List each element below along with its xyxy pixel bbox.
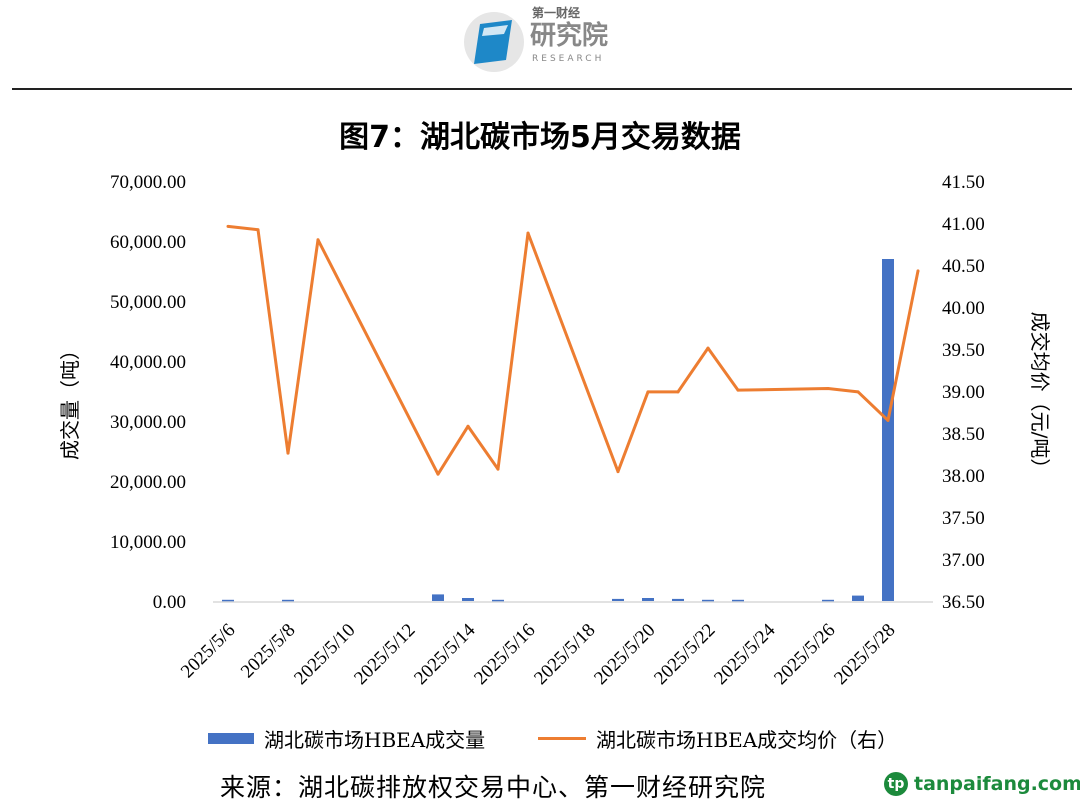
- price-point-2025/5/6: [226, 224, 230, 228]
- price-point-2025/5/9: [316, 238, 320, 242]
- legend-item-volume: 湖北碳市场HBEA成交量: [208, 724, 485, 753]
- y-tick-label: 20,000.00: [110, 472, 186, 493]
- bar-2025/5/20: [642, 598, 654, 601]
- price-point-2025/5/13: [436, 472, 440, 476]
- price-point-2025/5/28: [886, 418, 890, 422]
- source-note: 来源：湖北碳排放权交易中心、第一财经研究院: [220, 773, 767, 802]
- legend-bar-swatch: [208, 733, 254, 744]
- y-tick-label: 30,000.00: [110, 412, 186, 433]
- x-tick-label: 2025/5/6: [177, 620, 240, 683]
- logo: 第一财经 研究院 RESEARCH: [460, 6, 630, 78]
- x-tick-label: 2025/5/28: [830, 620, 899, 689]
- bar-2025/5/19: [612, 598, 624, 601]
- y-tick-label: 70,000.00: [110, 172, 186, 193]
- bar-2025/5/26: [822, 599, 834, 602]
- bar-2025/5/13: [432, 594, 444, 601]
- y-right-tick-label: 39.50: [942, 340, 985, 361]
- bar-2025/5/14: [462, 598, 474, 601]
- x-tick-label: 2025/5/26: [770, 620, 839, 689]
- header-rule: [12, 88, 1072, 90]
- y-right-tick-label: 37.50: [942, 508, 985, 529]
- y-tick-label: 50,000.00: [110, 292, 186, 313]
- x-tick-label: 2025/5/16: [470, 620, 539, 689]
- bar-2025/5/8: [282, 599, 294, 602]
- x-tick-label: 2025/5/22: [650, 620, 719, 689]
- watermark-text: tanpaifang.com: [914, 773, 1080, 795]
- y-right-tick-label: 40.00: [942, 298, 985, 319]
- logo-top-text: 第一财经: [532, 6, 581, 20]
- y-tick-label: 10,000.00: [110, 532, 186, 553]
- y-right-tick-label: 41.00: [942, 214, 985, 235]
- logo-main-text: 研究院: [530, 21, 609, 51]
- y-tick-label: 0.00: [153, 592, 186, 613]
- price-point-2025/5/20: [646, 390, 650, 394]
- y-tick-label: 60,000.00: [110, 232, 186, 253]
- price-point-2025/5/26: [826, 386, 830, 390]
- y-right-tick-label: 41.50: [942, 172, 985, 193]
- bar-2025/5/22: [702, 599, 714, 602]
- price-point-2025/5/14: [466, 424, 470, 428]
- y-axis-title: 成交量（吨）: [58, 340, 82, 460]
- bar-2025/5/6: [222, 599, 234, 602]
- y-right-tick-label: 39.00: [942, 382, 985, 403]
- y-right-tick-label: 38.00: [942, 466, 985, 487]
- price-point-2025/5/22: [706, 346, 710, 350]
- legend-label-price: 湖北碳市场HBEA成交均价（右）: [596, 728, 898, 752]
- price-point-2025/5/23: [736, 388, 740, 392]
- price-line: [227, 224, 920, 476]
- logo-sub-text: RESEARCH: [532, 54, 605, 64]
- legend-item-price: 湖北碳市场HBEA成交均价（右）: [538, 724, 897, 753]
- bar-2025/5/28: [882, 259, 894, 601]
- bar-2025/5/15: [492, 599, 504, 602]
- price-point-2025/5/15: [496, 467, 500, 471]
- watermark-icon: tp: [884, 772, 908, 796]
- y-right-tick-label: 36.50: [942, 592, 985, 613]
- bar-2025/5/21: [672, 598, 684, 601]
- x-tick-label: 2025/5/18: [530, 620, 599, 689]
- price-point-2025/5/8: [286, 451, 290, 455]
- price-point-2025/5/19: [616, 470, 620, 474]
- bar-2025/5/23: [732, 599, 744, 602]
- x-tick-label: 2025/5/10: [290, 620, 359, 689]
- price-point-2025/5/21: [676, 390, 680, 394]
- y-tick-label: 40,000.00: [110, 352, 186, 373]
- bar-2025/5/27: [852, 595, 864, 601]
- legend-label-volume: 湖北碳市场HBEA成交量: [264, 728, 486, 752]
- x-tick-label: 2025/5/14: [410, 619, 480, 689]
- chart-title: 图7：湖北碳市场5月交易数据: [339, 120, 741, 155]
- y-right-tick-label: 38.50: [942, 424, 985, 445]
- legend-line-swatch: [538, 737, 586, 740]
- logo-highlight: [482, 25, 508, 36]
- x-tick-label: 2025/5/20: [590, 620, 659, 689]
- price-point-2025/5/27: [856, 390, 860, 394]
- price-point-2025/5/29: [916, 269, 920, 273]
- x-tick-label: 2025/5/12: [350, 620, 419, 689]
- watermark: tp tanpaifang.com: [884, 772, 1080, 796]
- y-right-tick-label: 40.50: [942, 256, 985, 277]
- price-point-2025/5/16: [526, 231, 530, 235]
- y-right-axis-title: 成交均价（元/吨）: [1028, 312, 1052, 479]
- x-tick-label: 2025/5/24: [710, 619, 780, 689]
- y-right-tick-label: 37.00: [942, 550, 985, 571]
- price-point-2025/5/7: [256, 228, 260, 232]
